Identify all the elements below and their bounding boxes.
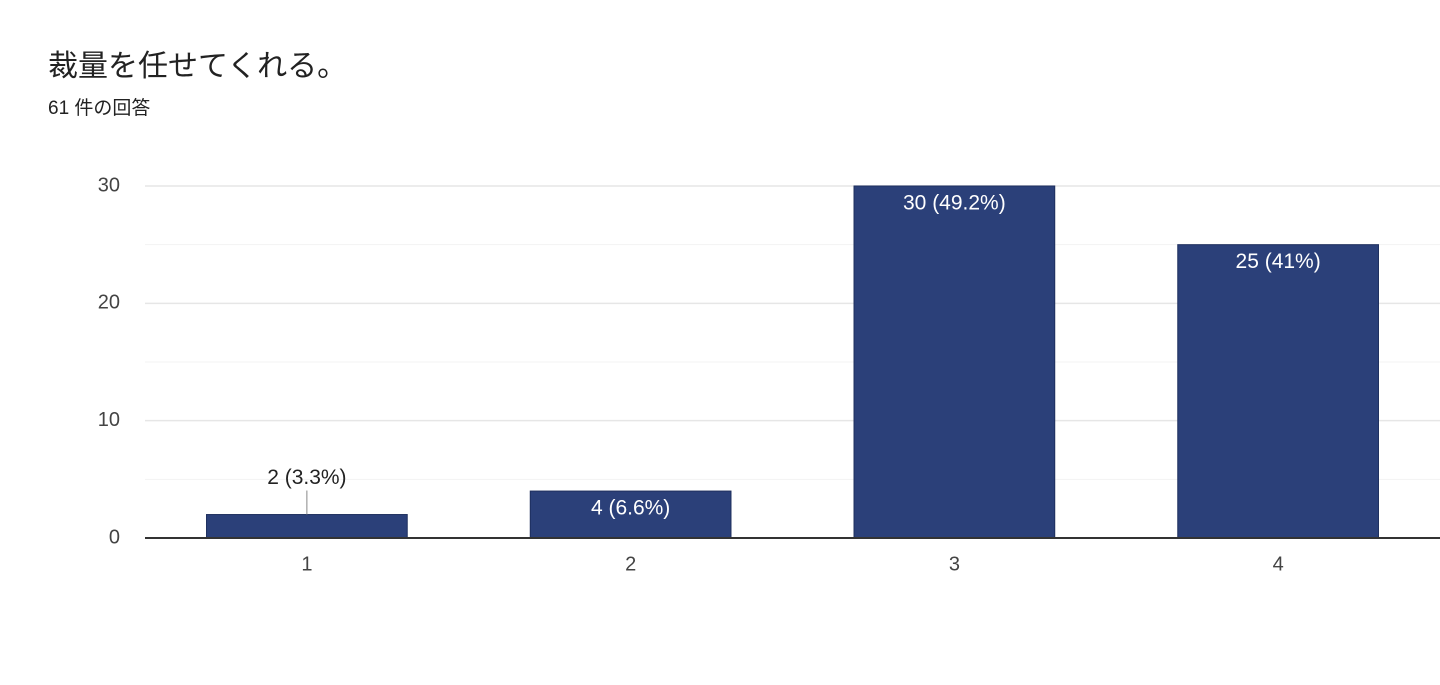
data-label: 4 (6.6%) xyxy=(591,497,670,520)
chart-subtitle: 61 件の回答 xyxy=(48,97,150,119)
data-label: 30 (49.2%) xyxy=(903,192,1006,215)
data-label: 2 (3.3%) xyxy=(267,466,346,489)
bar xyxy=(529,490,732,539)
y-tick-label: 0 xyxy=(109,526,120,548)
x-tick-label: 2 xyxy=(625,553,636,575)
chart-title: 裁量を任せてくれる。 xyxy=(48,50,347,83)
y-tick-label: 20 xyxy=(98,292,120,314)
bar xyxy=(1177,244,1379,539)
x-tick-label: 1 xyxy=(301,553,312,575)
bar xyxy=(853,185,1056,539)
y-tick-label: 30 xyxy=(98,174,120,196)
y-tick-label: 10 xyxy=(98,409,120,431)
bar xyxy=(206,514,408,539)
x-tick-label: 3 xyxy=(949,553,960,575)
x-tick-label: 4 xyxy=(1273,553,1284,575)
data-label: 25 (41%) xyxy=(1236,250,1321,273)
